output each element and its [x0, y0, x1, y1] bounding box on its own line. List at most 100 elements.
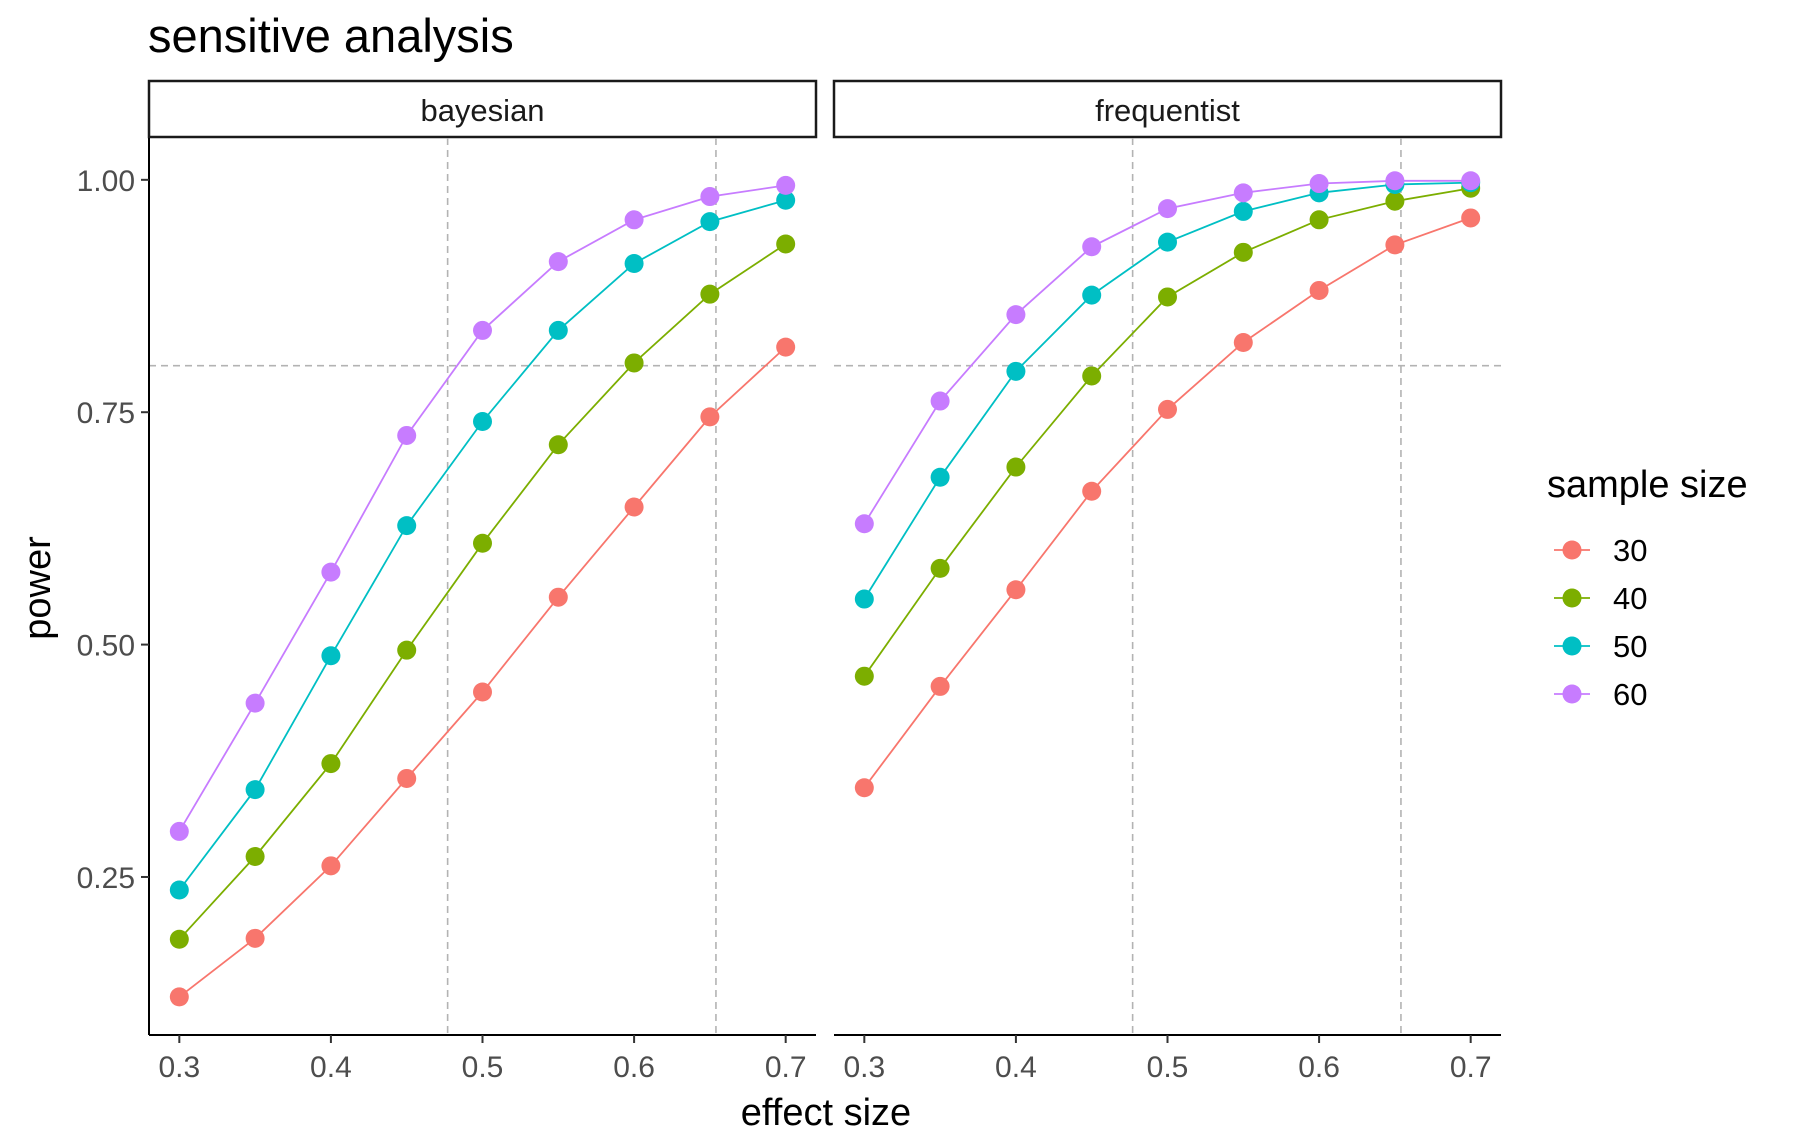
series-50 — [169, 190, 796, 900]
x-tick-label: 0.3 — [843, 1051, 885, 1084]
data-point — [854, 666, 874, 686]
data-point — [1461, 208, 1481, 228]
data-point — [397, 640, 417, 660]
data-point — [169, 987, 189, 1007]
data-point — [700, 212, 720, 232]
data-point — [624, 353, 644, 373]
data-point — [776, 190, 796, 210]
x-tick-label: 0.3 — [158, 1051, 200, 1084]
data-point — [1082, 237, 1102, 257]
legend-entry-50: 50 — [1554, 629, 1647, 664]
data-point — [245, 693, 265, 713]
data-point — [321, 562, 341, 582]
data-point — [776, 234, 796, 254]
data-point — [1158, 199, 1177, 219]
data-point — [1309, 174, 1329, 194]
x-tick-label: 0.7 — [1450, 1051, 1492, 1084]
x-tick-label: 0.7 — [765, 1051, 807, 1084]
x-tick-label: 0.6 — [613, 1051, 655, 1084]
data-point — [1006, 580, 1026, 600]
series-line — [178, 184, 786, 832]
legend-entry-30: 30 — [1554, 533, 1647, 568]
data-point — [1006, 361, 1026, 381]
data-point — [854, 589, 874, 609]
legend-label: 60 — [1613, 677, 1647, 712]
series-40 — [854, 178, 1481, 686]
strip-label: frequentist — [1095, 93, 1240, 128]
data-point — [321, 646, 341, 666]
series-line — [178, 346, 787, 998]
data-point — [1158, 399, 1177, 419]
series-40 — [169, 234, 796, 949]
data-point — [397, 516, 417, 536]
y-axis-title: power — [17, 536, 59, 640]
data-point — [169, 929, 189, 949]
data-point — [1082, 285, 1102, 305]
legend-title: sample size — [1547, 464, 1748, 506]
x-tick-label: 0.4 — [995, 1051, 1037, 1084]
series-line — [863, 179, 1471, 525]
x-tick-label: 0.5 — [462, 1051, 504, 1084]
panel-bayesian: bayesian 0.25 0.50 0.75 1.00 0.3 0.4 0.5 0.6 0.7 — [77, 79, 818, 1084]
series-60 — [854, 171, 1481, 534]
y-tick-label: 0.25 — [77, 862, 135, 895]
data-point — [624, 210, 644, 230]
legend-key-point — [1562, 540, 1582, 560]
data-point — [1233, 242, 1253, 262]
data-point — [930, 391, 950, 411]
data-point — [1233, 332, 1253, 352]
data-point — [1385, 171, 1405, 191]
legend: sample size 30 40 50 60 — [1547, 464, 1748, 712]
legend-label: 40 — [1613, 581, 1647, 616]
data-point — [321, 856, 341, 876]
strip-bayesian — [147, 79, 818, 139]
legend-key-point — [1562, 588, 1582, 608]
series-line — [863, 187, 1471, 677]
data-point — [548, 435, 568, 455]
x-tick-label: 0.5 — [1147, 1051, 1189, 1084]
data-point — [700, 187, 720, 207]
strip-label: bayesian — [420, 93, 544, 128]
data-point — [1082, 481, 1102, 501]
chart-title: sensitive analysis — [148, 9, 514, 62]
x-tick-label: 0.6 — [1298, 1051, 1340, 1084]
data-point — [930, 467, 950, 487]
data-point — [624, 253, 644, 273]
data-point — [1233, 183, 1253, 203]
legend-key-point — [1562, 684, 1582, 704]
y-tick-label: 1.00 — [77, 165, 135, 198]
data-point — [854, 514, 874, 534]
data-point — [245, 780, 265, 800]
legend-key-point — [1562, 636, 1582, 656]
series-line — [178, 243, 787, 940]
data-point — [245, 928, 265, 948]
data-point — [930, 676, 950, 696]
x-tick-label: 0.4 — [310, 1051, 352, 1084]
data-point — [548, 252, 568, 272]
data-point — [1158, 287, 1177, 307]
data-point — [1385, 191, 1405, 211]
series-60 — [169, 175, 796, 841]
data-point — [930, 558, 950, 578]
data-point — [700, 407, 720, 427]
data-point — [1006, 305, 1026, 325]
y-tick-label: 0.50 — [77, 630, 135, 663]
legend-entry-60: 60 — [1554, 677, 1647, 712]
data-point — [1385, 235, 1405, 255]
data-point — [776, 337, 796, 357]
data-point — [397, 425, 417, 445]
x-axis-title: effect size — [741, 1092, 911, 1134]
data-point — [321, 754, 341, 774]
strip-frequentist — [832, 79, 1503, 139]
data-point — [1309, 210, 1329, 230]
data-point — [473, 320, 492, 340]
data-point — [1461, 171, 1481, 191]
series-30 — [854, 208, 1481, 798]
data-point — [1309, 280, 1329, 300]
data-point — [169, 880, 189, 900]
series-30 — [169, 337, 796, 1007]
panel-frequentist: frequentist 0.3 0.4 0.5 0.6 0.7 — [832, 79, 1503, 1084]
data-point — [1006, 457, 1026, 477]
